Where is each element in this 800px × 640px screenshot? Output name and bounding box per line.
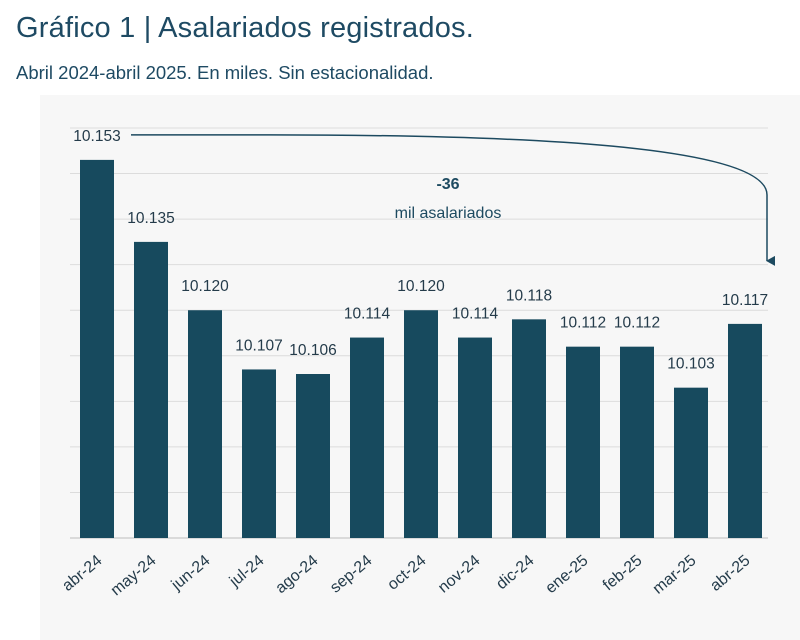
x-tick-feb-25: feb-25 bbox=[600, 552, 646, 594]
bar-ago-24 bbox=[296, 374, 330, 538]
x-tick-jul-24: jul-24 bbox=[226, 552, 268, 591]
value-label-abr-24: 10.153 bbox=[73, 128, 120, 145]
x-tick-mar-25: mar-25 bbox=[650, 552, 700, 598]
value-label-feb-25: 10.112 bbox=[614, 315, 660, 332]
x-tick-abr-25: abr-25 bbox=[707, 552, 753, 595]
value-label-jun-24: 10.120 bbox=[181, 278, 229, 295]
bars bbox=[80, 159, 762, 538]
x-tick-dic-24: dic-24 bbox=[493, 552, 537, 593]
value-label-may-24: 10.135 bbox=[127, 210, 174, 227]
value-label-dic-24: 10.118 bbox=[506, 287, 552, 304]
value-label-ene-25: 10.112 bbox=[560, 315, 606, 332]
annotation: -36 mil asalariados bbox=[131, 134, 775, 266]
annotation-value: -36 bbox=[436, 176, 459, 193]
bar-feb-25 bbox=[620, 346, 654, 538]
value-label-sep-24: 10.114 bbox=[344, 306, 391, 323]
annotation-arrow bbox=[131, 134, 775, 266]
bar-dic-24 bbox=[512, 319, 546, 538]
x-tick-oct-24: oct-24 bbox=[385, 552, 430, 594]
value-label-abr-25: 10.117 bbox=[722, 292, 768, 309]
x-tick-jun-24: jun-24 bbox=[168, 552, 214, 594]
chart-subtitle: Abril 2024-abril 2025. En miles. Sin est… bbox=[16, 62, 434, 83]
bar-jul-24 bbox=[242, 369, 276, 538]
chart-title: Gráfico 1 | Asalariados registrados. bbox=[16, 12, 475, 44]
x-tick-ago-24: ago-24 bbox=[272, 552, 321, 597]
bar-abr-25 bbox=[728, 323, 762, 538]
value-label-oct-24: 10.120 bbox=[397, 278, 445, 295]
bar-abr-24 bbox=[80, 159, 114, 538]
bar-ene-25 bbox=[566, 346, 600, 538]
bar-nov-24 bbox=[458, 337, 492, 538]
bar-may-24 bbox=[134, 241, 168, 538]
value-label-ago-24: 10.106 bbox=[289, 342, 336, 359]
bar-mar-25 bbox=[674, 387, 708, 538]
value-label-jul-24: 10.107 bbox=[235, 337, 282, 354]
x-tick-sep-24: sep-24 bbox=[327, 552, 375, 597]
x-tick-labels: abr-24 may-24 jun-24 jul-24 ago-24 sep-24 oct-… bbox=[59, 552, 753, 599]
bar-oct-24 bbox=[404, 310, 438, 538]
bar-jun-24 bbox=[188, 310, 222, 538]
value-label-mar-25: 10.103 bbox=[667, 356, 714, 373]
value-labels: 10.153 10.135 10.120 10.107 10.106 10.114 10.1… bbox=[73, 128, 768, 373]
x-tick-nov-24: nov-24 bbox=[435, 552, 483, 597]
x-tick-abr-24: abr-24 bbox=[59, 552, 105, 595]
bar-sep-24 bbox=[350, 337, 384, 538]
annotation-text: mil asalariados bbox=[395, 205, 502, 222]
value-label-nov-24: 10.114 bbox=[452, 306, 499, 323]
x-tick-may-24: may-24 bbox=[108, 552, 160, 599]
x-tick-ene-25: ene-25 bbox=[542, 552, 591, 597]
